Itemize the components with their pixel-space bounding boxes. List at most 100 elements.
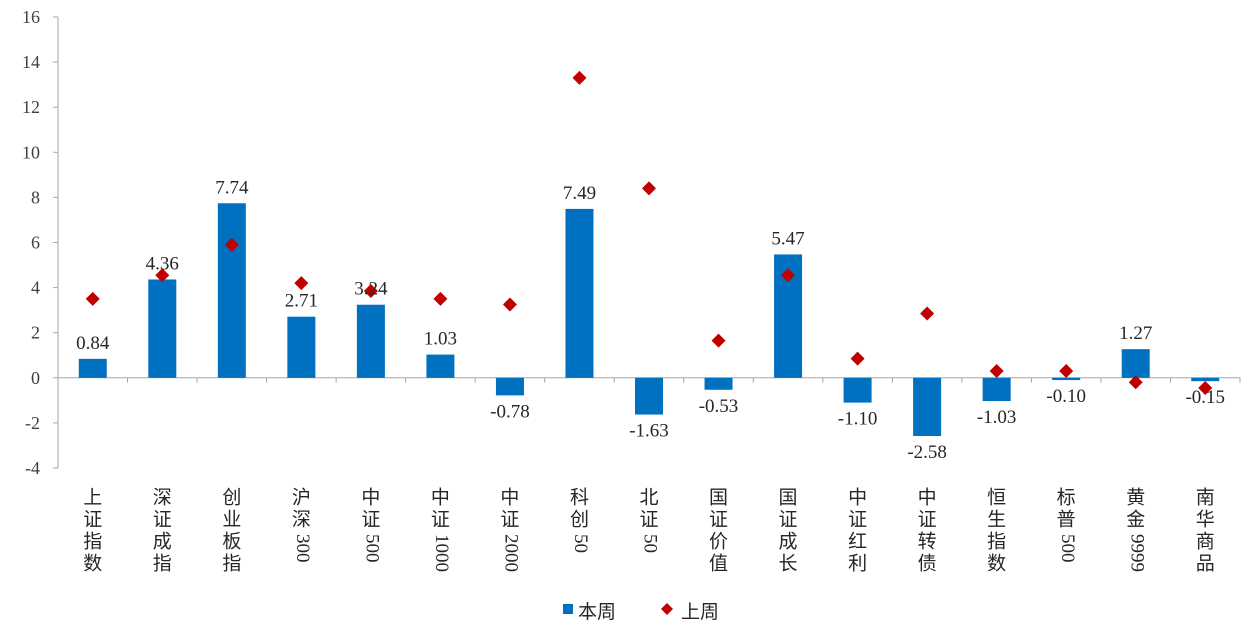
category-label-char: 标 — [1057, 486, 1076, 508]
marker-point — [85, 291, 100, 306]
category-label-char: 证 — [153, 508, 172, 530]
y-tick-label: -2 — [25, 413, 40, 433]
legend-swatch-last-week — [661, 603, 673, 615]
bar — [1052, 377, 1081, 381]
category-label-char: 红 — [848, 530, 867, 552]
category-label-char: 证 — [918, 508, 937, 530]
category-label-digits: 500 — [362, 534, 383, 563]
category-label-digits: 50 — [570, 534, 591, 553]
y-tick-label: 12 — [22, 97, 40, 117]
y-tick-label: 4 — [31, 278, 40, 298]
bar — [426, 354, 455, 378]
bar — [495, 377, 524, 396]
category-label-char: 国 — [709, 487, 728, 508]
marker-point — [155, 268, 170, 283]
category-label-char: 中 — [361, 486, 380, 508]
data-label: 3.24 — [354, 279, 388, 300]
category-label-char: 证 — [83, 508, 102, 530]
data-label: 1.27 — [1119, 323, 1152, 344]
bar — [982, 377, 1011, 402]
category-label-char: 证 — [709, 508, 728, 530]
category-label-char: 深 — [292, 508, 311, 530]
category-label-char: 国 — [779, 487, 798, 508]
data-label: -1.03 — [977, 407, 1017, 428]
category-label-char: 中 — [918, 486, 937, 508]
category-label-char: 中 — [431, 486, 450, 508]
marker-point — [433, 291, 448, 306]
category-label-char: 指 — [153, 552, 172, 574]
data-label: -0.15 — [1185, 387, 1225, 408]
bar — [843, 377, 872, 403]
marker-point — [920, 306, 935, 321]
category-label-char: 长 — [779, 552, 798, 574]
y-tick-label: 8 — [31, 187, 40, 207]
data-label: -0.78 — [490, 401, 530, 422]
category-label-char: 指 — [222, 552, 241, 574]
legend: 本周 上周 — [563, 601, 719, 623]
legend-swatch-this-week — [563, 604, 573, 614]
category-label-char: 利 — [848, 552, 867, 574]
category-label-digits: 1000 — [431, 534, 452, 572]
y-tick-label: -4 — [25, 458, 40, 478]
y-tick-label: 16 — [22, 7, 40, 27]
bar-series-this-week — [78, 203, 1220, 436]
category-label-char: 证 — [639, 508, 658, 530]
marker-series-last-week — [85, 70, 1213, 395]
y-tick-label: 14 — [22, 52, 40, 72]
category-label-char: 数 — [83, 552, 102, 574]
marker-point — [363, 283, 378, 298]
marker-point — [1059, 364, 1074, 379]
y-tick-label: 0 — [31, 368, 40, 388]
bar — [913, 377, 942, 436]
data-label: -0.10 — [1046, 386, 1086, 407]
data-label: 0.84 — [76, 333, 110, 354]
bar — [704, 377, 733, 390]
category-label-char: 中 — [848, 486, 867, 508]
legend-label-last-week: 上周 — [681, 601, 719, 623]
category-label-char: 中 — [500, 486, 519, 508]
bar — [565, 208, 594, 378]
category-label-char: 品 — [1196, 553, 1215, 574]
marker-point — [572, 70, 587, 85]
category-label-char: 黄 — [1126, 486, 1145, 508]
category-label-char: 数 — [987, 552, 1006, 574]
category-label-char: 生 — [987, 508, 1006, 530]
category-label-char: 南 — [1196, 486, 1215, 508]
bar — [1121, 349, 1150, 378]
category-label: 沪深 300 — [292, 486, 313, 562]
category-label-char: 业 — [222, 508, 241, 530]
category-label-char: 证 — [361, 508, 380, 530]
category-label-char: 价 — [709, 531, 728, 552]
marker-point — [1198, 380, 1213, 395]
y-axis: -4 -2 0 2 4 6 8 10 12 14 16 — [22, 7, 59, 478]
data-label: 7.74 — [215, 177, 249, 198]
category-label-char: 上 — [83, 486, 102, 508]
bar — [217, 203, 246, 378]
category-label-char: 证 — [848, 508, 867, 530]
legend-label-this-week: 本周 — [578, 601, 616, 623]
category-label-char: 证 — [500, 508, 519, 530]
marker-point — [989, 364, 1004, 379]
marker-point — [224, 237, 239, 252]
category-label-digits: 50 — [640, 534, 661, 553]
data-label: 1.03 — [424, 329, 457, 350]
data-label: 5.47 — [771, 228, 804, 249]
category-label-digits: 300 — [292, 534, 313, 563]
category-label-digits: 2000 — [501, 534, 522, 572]
data-label: -2.58 — [907, 442, 947, 463]
category-label: 中证 1000 — [431, 486, 452, 572]
marker-point — [781, 268, 796, 283]
y-tick-label: 6 — [31, 233, 40, 253]
category-label-char: 北 — [639, 486, 658, 508]
marker-point — [294, 276, 309, 291]
category-label-char: 证 — [431, 508, 450, 530]
category-label: 北证 50 — [639, 486, 660, 553]
category-label-char: 值 — [709, 552, 728, 574]
category-label: 中证 2000 — [500, 486, 521, 572]
